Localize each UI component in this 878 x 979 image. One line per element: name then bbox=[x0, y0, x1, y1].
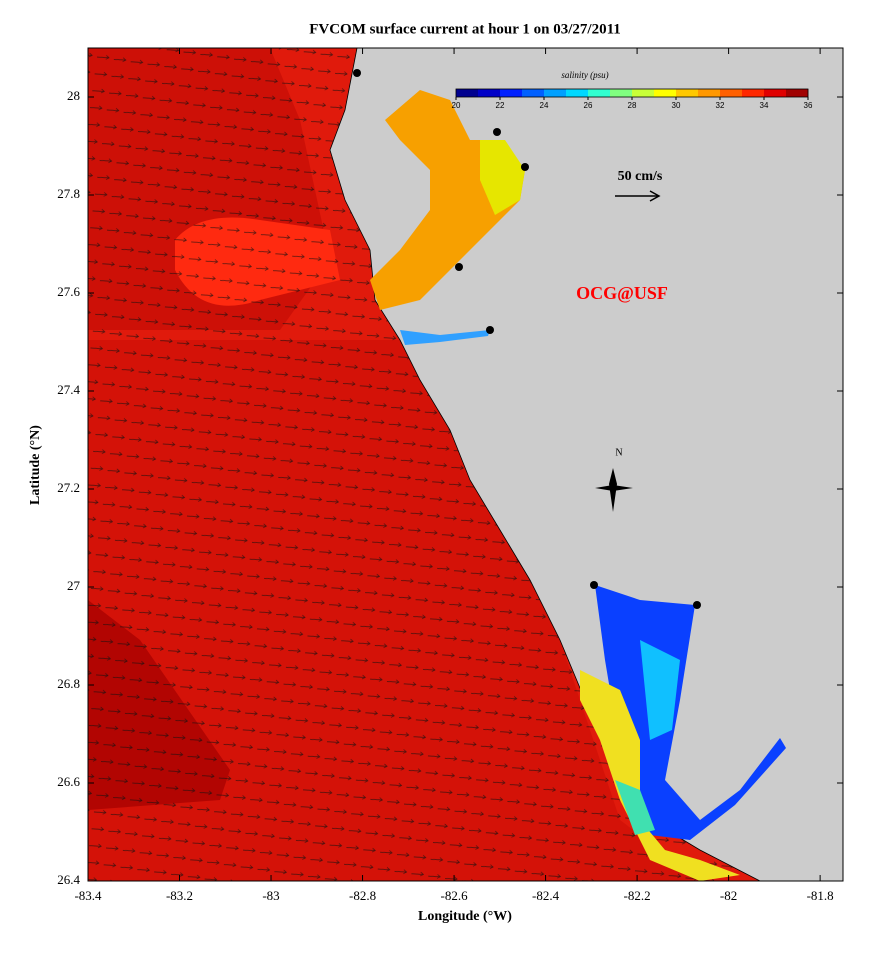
colorbar-swatch bbox=[500, 89, 523, 97]
colorbar-swatch bbox=[764, 89, 787, 97]
colorbar-tick-label: 20 bbox=[452, 101, 461, 110]
y-tick-label: 27.2 bbox=[57, 480, 80, 495]
scale-arrow bbox=[615, 190, 661, 202]
colorbar-tick-label: 28 bbox=[628, 101, 637, 110]
y-axis-label: Latitude (°N) bbox=[28, 425, 43, 505]
colorbar-swatch bbox=[456, 89, 479, 97]
watermark: OCG@USF bbox=[576, 283, 668, 303]
north-arrow bbox=[595, 468, 633, 512]
x-tick-label: -81.8 bbox=[807, 888, 834, 903]
colorbar-tick-label: 34 bbox=[760, 101, 769, 110]
station bbox=[353, 69, 361, 77]
colorbar-swatch bbox=[742, 89, 765, 97]
colorbar-swatch bbox=[522, 89, 545, 97]
station bbox=[693, 601, 701, 609]
y-tick-label: 27.4 bbox=[57, 382, 80, 397]
colorbar-swatch bbox=[544, 89, 567, 97]
x-tick-label: -82.6 bbox=[441, 888, 469, 903]
colorbar-tick-label: 24 bbox=[540, 101, 549, 110]
river bbox=[400, 330, 490, 345]
y-tick-label: 26.8 bbox=[57, 676, 80, 691]
colorbar-swatch bbox=[632, 89, 655, 97]
station bbox=[590, 581, 598, 589]
x-axis-label: Longitude (°W) bbox=[418, 909, 512, 924]
colorbar-tick-label: 32 bbox=[716, 101, 725, 110]
station bbox=[486, 326, 494, 334]
colorbar-swatch bbox=[610, 89, 633, 97]
harbor-south bbox=[580, 670, 740, 881]
map-area bbox=[88, 48, 843, 881]
colorbar-tick-label: 26 bbox=[584, 101, 593, 110]
colorbar-tick-label: 36 bbox=[804, 101, 813, 110]
colorbar-swatch bbox=[588, 89, 611, 97]
x-tick-label: -83 bbox=[262, 888, 279, 903]
y-tick-label: 27.8 bbox=[57, 186, 80, 201]
colorbar-swatch bbox=[676, 89, 699, 97]
station bbox=[493, 128, 501, 136]
x-tick-label: -82.8 bbox=[349, 888, 376, 903]
y-tick-label: 27.6 bbox=[57, 284, 80, 299]
x-tick-label: -82 bbox=[720, 888, 737, 903]
y-tick-label: 28 bbox=[67, 88, 80, 103]
y-tick-label: 26.4 bbox=[57, 872, 80, 887]
harbor-south-mid bbox=[615, 780, 655, 835]
harbor-mid bbox=[640, 640, 680, 740]
colorbar-swatch bbox=[478, 89, 501, 97]
colorbar-tick-label: 30 bbox=[672, 101, 681, 110]
colorbar-swatch bbox=[786, 89, 809, 97]
plot-frame bbox=[87, 47, 844, 882]
station bbox=[521, 163, 529, 171]
y-tick-label: 26.6 bbox=[57, 774, 80, 789]
colorbar-label: salinity (psu) bbox=[561, 70, 608, 80]
colorbar-swatch bbox=[654, 89, 677, 97]
colorbar-swatch bbox=[698, 89, 721, 97]
colorbar-swatch bbox=[720, 89, 743, 97]
x-tick-label: -83.2 bbox=[166, 888, 193, 903]
x-tick-label: -83.4 bbox=[74, 888, 102, 903]
tampa-bay-upper bbox=[480, 140, 525, 215]
x-tick-label: -82.4 bbox=[532, 888, 560, 903]
x-tick-label: -82.2 bbox=[624, 888, 651, 903]
station bbox=[455, 263, 463, 271]
north-label: N bbox=[615, 447, 622, 458]
scale-label: 50 cm/s bbox=[618, 169, 663, 184]
y-tick-label: 27 bbox=[67, 578, 81, 593]
colorbar-tick-label: 22 bbox=[496, 101, 505, 110]
colorbar-swatch bbox=[566, 89, 589, 97]
chart-title: FVCOM surface current at hour 1 on 03/27… bbox=[309, 21, 621, 37]
